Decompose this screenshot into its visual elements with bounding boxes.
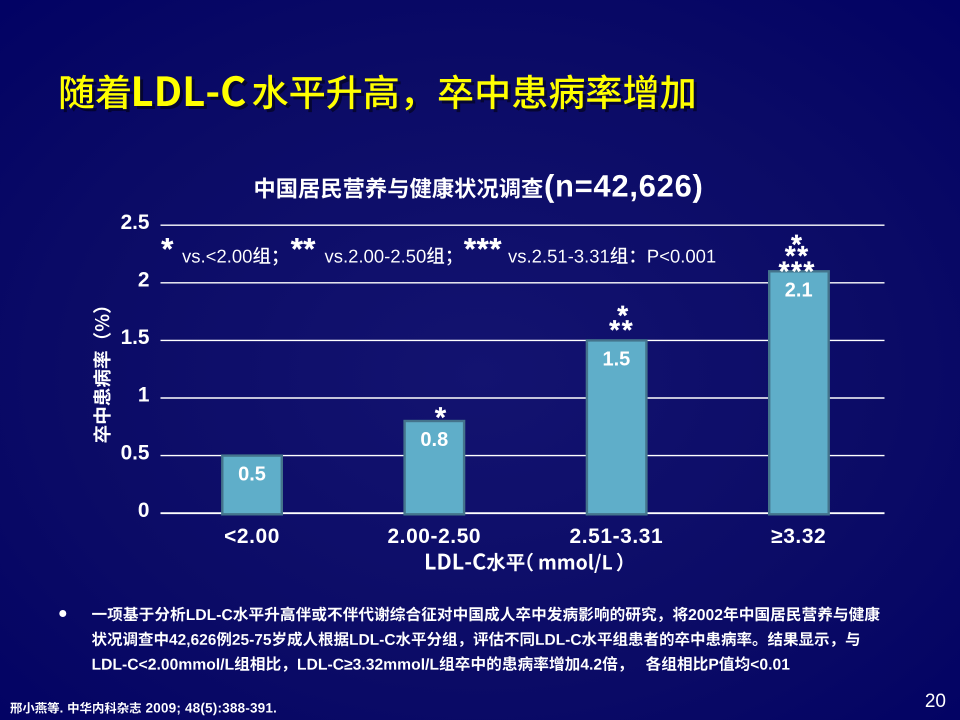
svg-text:2: 2 <box>138 269 150 292</box>
svg-text:1: 1 <box>138 384 150 407</box>
svg-text:2.1: 2.1 <box>785 279 813 301</box>
svg-text:≥3.32: ≥3.32 <box>771 525 826 548</box>
svg-text:2.00-2.50: 2.00-2.50 <box>387 525 481 548</box>
svg-text:1.5: 1.5 <box>602 348 630 370</box>
svg-text:1.5: 1.5 <box>121 326 150 349</box>
svg-text:0.8: 0.8 <box>420 429 448 451</box>
svg-text:20: 20 <box>925 691 946 712</box>
svg-text:2.51-3.31: 2.51-3.31 <box>570 525 664 548</box>
svg-text:2.5: 2.5 <box>121 211 150 234</box>
svg-text:0: 0 <box>138 499 150 522</box>
svg-text:<2.00: <2.00 <box>224 525 280 548</box>
svg-text:0.5: 0.5 <box>238 464 266 486</box>
svg-text:0.5: 0.5 <box>121 441 150 464</box>
